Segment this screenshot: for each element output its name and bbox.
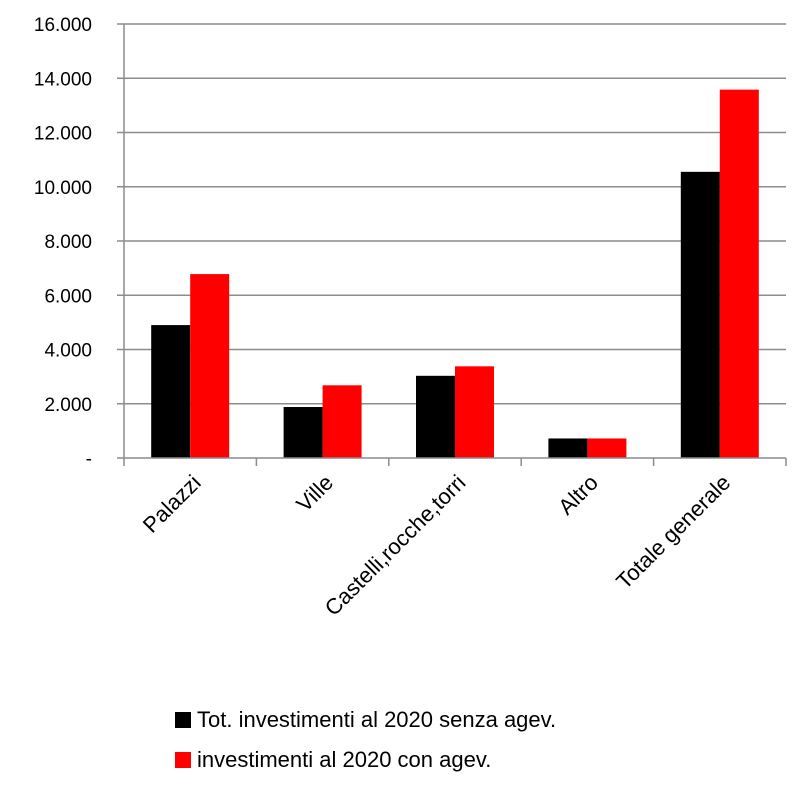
y-tick-label-3: 6.000 [44,286,92,307]
legend: Tot. investimenti al 2020 senza agev. in… [175,700,556,780]
y-axis-tick-labels: - 2.000 4.000 6.000 8.000 10.000 12.000 14.000 1… [34,15,92,470]
bar-series-2-2 [455,366,494,458]
bar-series-2-1 [322,385,362,458]
bar-series-1-0 [151,325,191,458]
bar-series-1-3 [548,438,588,458]
bar-chart: - 2.000 4.000 6.000 8.000 10.000 12.000 14.000 1… [34,15,787,621]
y-tick-label-4: 8.000 [44,232,92,253]
y-tick-label-5: 10.000 [34,178,92,199]
bar-series-2-3 [587,438,627,458]
legend-label-series-1: Tot. investimenti al 2020 senza agev. [197,707,557,732]
y-tick-label-2: 4.000 [44,341,92,362]
bar-series-1-1 [283,407,323,458]
y-tick-label-8: 16.000 [34,15,92,36]
legend-item-series-1: Tot. investimenti al 2020 senza agev. [175,700,556,740]
x-category-label-1: Ville [291,470,338,517]
bar-series-2-4 [719,89,759,458]
x-category-label-0: Palazzi [138,470,206,538]
gridlines [124,23,786,405]
y-tick-label-0: - [86,449,92,470]
bar-series-2-0 [190,274,230,458]
bars [151,89,759,459]
y-tick-label-1: 2.000 [44,395,92,416]
y-tick-label-7: 14.000 [34,69,92,90]
x-category-label-4: Totale generale [611,470,735,594]
legend-swatch-series-2 [175,752,191,768]
bar-series-1-4 [680,171,720,459]
legend-item-series-2: investimenti al 2020 con agev. [175,740,556,780]
x-category-label-2: Castelli,rocche,torri [320,470,471,621]
x-category-label-3: Altro [553,470,603,520]
bar-series-1-2 [416,375,455,458]
legend-label-series-2: investimenti al 2020 con agev. [197,747,492,772]
axes [117,23,787,466]
y-tick-label-6: 12.000 [34,124,92,145]
legend-swatch-series-1 [175,712,191,728]
